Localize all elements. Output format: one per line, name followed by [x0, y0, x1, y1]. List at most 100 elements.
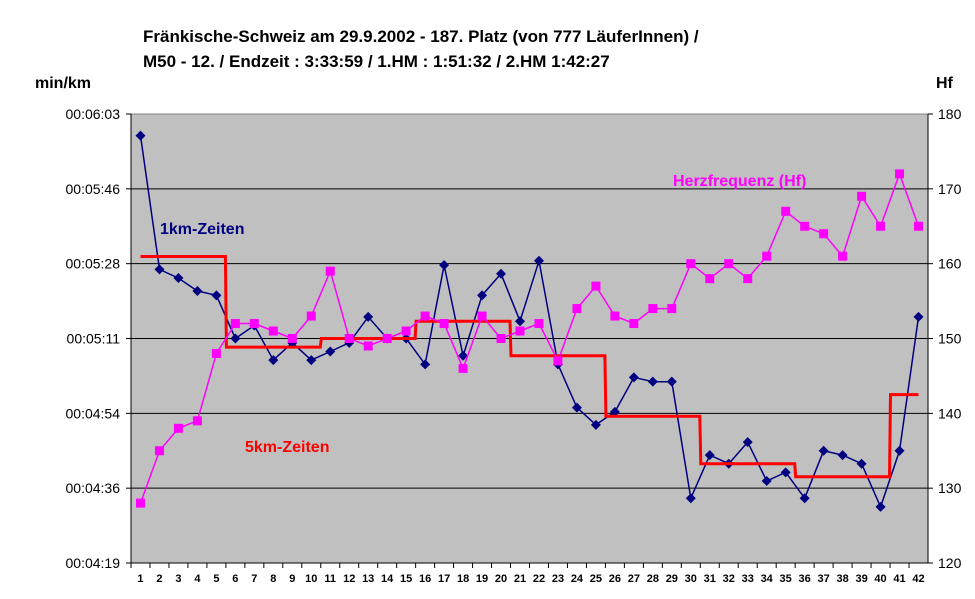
x-tick-label: 13: [362, 573, 374, 585]
data-point: [800, 221, 810, 231]
grid-lines: [131, 188, 928, 489]
x-tick-label: 17: [438, 573, 450, 585]
data-point: [154, 264, 165, 275]
x-tick-label: 11: [324, 573, 336, 585]
data-point: [230, 319, 240, 329]
data-point: [875, 501, 886, 512]
x-tick-label: 41: [893, 573, 905, 585]
left-tick-label: 00:04:54: [66, 405, 121, 421]
data-point: [629, 319, 639, 329]
data-point: [799, 493, 810, 504]
data-point: [686, 259, 696, 269]
data-point: [458, 363, 468, 373]
data-point: [685, 493, 696, 504]
series-2: [135, 169, 924, 508]
x-tick-label: 4: [194, 573, 201, 585]
data-point: [704, 450, 715, 461]
series-line: [139, 135, 920, 509]
x-tick-label: 10: [305, 573, 317, 585]
right-tick-label: 150: [938, 331, 962, 347]
data-point: [268, 326, 278, 336]
data-point: [534, 319, 544, 329]
x-tick-label: 16: [419, 573, 431, 585]
x-tick-label: 27: [628, 573, 640, 585]
data-point: [533, 255, 544, 266]
data-point: [211, 290, 222, 301]
x-tick-label: 34: [761, 573, 774, 585]
data-point: [761, 475, 772, 486]
data-point: [154, 446, 164, 456]
data-point: [363, 311, 374, 322]
data-point: [724, 259, 734, 269]
axes: 00:04:19 00:04:36 00:04:54 00:05:11 00:05:28…: [66, 106, 962, 585]
data-point: [819, 229, 829, 239]
x-tick-label: 37: [818, 573, 830, 585]
data-point: [401, 326, 411, 336]
data-point: [590, 419, 601, 430]
right-tick-label: 130: [938, 480, 962, 496]
data-point: [192, 416, 202, 426]
series-0: [135, 130, 924, 512]
data-point: [306, 355, 317, 366]
chart-title-line-2: M50 - 12. / Endzeit : 3:33:59 / 1.HM : 1…: [143, 52, 610, 71]
data-point: [571, 402, 582, 413]
data-point: [439, 319, 449, 329]
data-point: [173, 423, 183, 433]
x-tick-label: 40: [874, 573, 886, 585]
left-tick-label: 00:04:36: [66, 480, 121, 496]
data-point: [610, 311, 620, 321]
data-point: [382, 334, 392, 343]
x-tick-label: 7: [251, 573, 257, 585]
data-point: [515, 316, 526, 327]
x-tick-label: 9: [289, 573, 295, 585]
data-point: [743, 274, 753, 284]
data-point: [648, 304, 658, 314]
data-point: [192, 286, 203, 297]
x-tick-label: 19: [476, 573, 488, 585]
x-tick-label: 21: [514, 573, 526, 585]
x-tick-label: 29: [666, 573, 678, 585]
data-point: [876, 221, 886, 231]
data-point: [647, 376, 658, 387]
x-tick-label: 36: [799, 573, 811, 585]
data-point: [496, 334, 506, 343]
data-point: [572, 304, 582, 314]
x-tick-label: 15: [400, 573, 412, 585]
data-point: [781, 206, 791, 216]
x-tick-label: 22: [533, 573, 545, 585]
annotation-heart-rate: Herzfrequenz (Hf): [673, 173, 806, 190]
right-tick-label: 120: [938, 555, 962, 571]
data-point: [609, 406, 620, 417]
x-tick-label: 8: [270, 573, 276, 585]
right-tick-label: 140: [938, 405, 962, 421]
x-tick-label: 28: [647, 573, 659, 585]
annotation-5km-times: 5km-Zeiten: [245, 439, 329, 456]
left-tick-label: 00:05:11: [67, 331, 121, 347]
x-tick-label: 32: [723, 573, 735, 585]
left-tick-label: 00:06:03: [66, 106, 121, 122]
x-tick-label: 24: [571, 573, 584, 585]
x-tick-label: 3: [175, 573, 181, 585]
data-point: [173, 273, 184, 284]
data-point: [363, 341, 373, 351]
data-point: [135, 498, 145, 508]
x-tick-label: 26: [609, 573, 621, 585]
x-tick-label: 1: [137, 573, 143, 585]
x-tick-label: 5: [213, 573, 219, 585]
data-point: [895, 169, 905, 179]
x-tick-label: 6: [232, 573, 238, 585]
data-point: [325, 346, 336, 357]
x-tick-label: 18: [457, 573, 469, 585]
x-tick-label: 39: [855, 573, 867, 585]
data-point: [344, 334, 354, 343]
data-point: [515, 326, 525, 336]
data-point: [553, 356, 563, 366]
x-tick-label: 35: [780, 573, 792, 585]
left-tick-label: 00:04:19: [66, 555, 121, 571]
data-point: [496, 268, 507, 279]
x-tick-label: 2: [156, 573, 162, 585]
x-tick-label: 12: [343, 573, 355, 585]
data-point: [230, 333, 241, 344]
data-point: [325, 266, 335, 276]
data-point: [477, 311, 487, 321]
